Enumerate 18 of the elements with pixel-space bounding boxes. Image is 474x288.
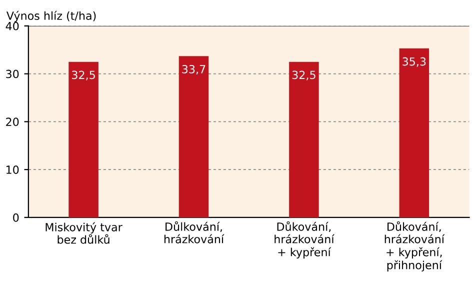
y-tick-label: 30 [6, 70, 19, 78]
bar [289, 62, 319, 218]
y-axis-title: Výnos hlíz (t/ha) [6, 10, 96, 22]
bar [68, 62, 98, 218]
y-tick-label: 20 [6, 118, 19, 126]
data-label: 32,5 [72, 70, 95, 80]
y-tick-label: 10 [6, 166, 19, 174]
y-tick-label: 40 [6, 22, 19, 30]
bar [399, 48, 430, 218]
x-tick-label: Miskovitý tvar bez důlků [46, 222, 122, 244]
x-tick-label: Důkování, hrázkování + kypření [274, 221, 335, 258]
y-tick-label: 0 [13, 213, 19, 222]
bar [178, 56, 209, 218]
data-label: 33,7 [182, 64, 206, 75]
data-label: 32,5 [292, 70, 316, 80]
x-tick-label: Důkování, hrázkování + kypření, přihnojení [384, 221, 445, 272]
data-label: 35,3 [402, 57, 426, 67]
x-tick-label: Důlkování, hrázkování [164, 221, 224, 244]
